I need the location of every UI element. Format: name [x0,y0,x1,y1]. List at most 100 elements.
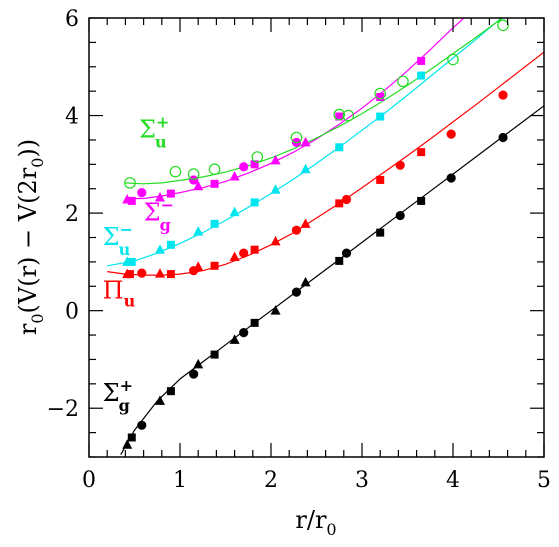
curve-label-0: Σ+ u [139,113,169,152]
data-point-series-4 [290,131,303,144]
data-point-series-1 [446,129,456,139]
data-point-series-0 [229,334,240,344]
curve-label-4: Σ+ g [103,376,133,415]
data-point-series-1 [376,175,385,184]
data-point-series-0 [446,173,456,183]
data-point-series-1 [498,90,508,100]
curve-label-3: Πu [103,276,136,310]
data-point-series-0 [335,256,344,265]
data-points [122,19,509,449]
data-point-series-4 [124,177,136,189]
x-tick-labels: 0 1 2 3 4 5 [82,468,551,493]
data-point-series-3 [166,189,175,198]
data-point-series-1 [125,270,134,279]
data-point-series-1 [291,225,302,235]
curve-label-1: Σ− g [144,195,174,234]
data-point-series-3 [137,188,147,198]
data-point-series-1 [210,261,219,270]
data-point-series-0 [300,276,311,287]
data-point-series-0 [210,350,219,359]
data-point-series-0 [291,287,302,297]
data-point-series-0 [376,228,385,237]
data-point-series-0 [270,305,281,315]
data-point-series-3 [210,179,219,188]
x-axis-label: r/r0 [295,506,336,539]
data-point-series-4 [251,151,264,163]
data-point-series-0 [127,433,136,442]
y-tick-label: 6 [65,7,79,32]
x-tick-label: 2 [264,468,278,493]
data-point-series-2 [193,226,204,236]
data-point-series-2 [210,219,219,228]
x-tick-label: 4 [446,468,460,493]
axis-ticks [88,17,545,458]
data-point-series-1 [395,160,405,170]
data-point-series-1 [341,194,352,205]
data-point-series-3 [376,93,385,102]
data-point-series-1 [300,218,311,228]
data-point-series-1 [239,248,249,258]
data-point-series-2 [270,184,281,194]
data-point-series-2 [417,71,426,80]
curve-labels: Σ+ u Σ− g Σ− u Πu Σ+ g [103,113,174,415]
x-tick-label: 1 [173,468,187,493]
data-point-series-3 [154,192,165,202]
data-point-series-1 [137,268,147,278]
data-point-series-0 [166,387,175,396]
data-point-series-4 [333,108,346,121]
data-point-series-2 [229,206,240,217]
fit-curve-0 [120,105,544,455]
data-point-series-2 [300,163,311,174]
data-point-series-0 [417,196,426,205]
x-tick-label: 0 [82,468,96,493]
data-point-series-1 [166,270,175,279]
data-point-series-1 [193,261,204,271]
data-point-series-4 [187,168,200,180]
data-point-series-0 [341,248,352,258]
data-point-series-4 [342,109,355,122]
fit-curve-4 [125,18,504,185]
data-point-series-0 [154,395,165,405]
y-tick-label: 0 [65,300,79,325]
data-point-series-2 [250,198,259,207]
data-point-series-4 [397,75,409,88]
data-point-series-3 [300,136,311,147]
data-point-series-3 [239,162,249,172]
y-tick-labels: −2 0 2 4 6 [47,7,79,422]
data-point-series-1 [417,148,426,157]
data-point-series-0 [122,439,133,449]
y-tick-label: 4 [65,105,79,130]
data-point-series-4 [208,163,221,176]
data-point-series-0 [239,328,249,338]
data-point-series-2 [154,244,165,254]
data-point-series-1 [335,199,344,208]
data-point-series-0 [250,318,259,327]
data-point-series-2 [335,143,344,152]
data-point-series-0 [189,369,199,379]
x-tick-label: 3 [355,468,369,493]
data-point-series-3 [250,160,259,169]
data-point-series-2 [376,112,385,121]
data-point-series-3 [229,171,240,181]
data-point-series-3 [417,56,426,65]
data-point-series-1 [229,251,240,262]
data-point-series-4 [374,87,386,100]
data-point-series-4 [447,53,459,66]
data-point-series-0 [395,210,405,221]
data-point-series-0 [137,420,147,430]
y-tick-label: −2 [47,397,79,422]
y-axis-label: r0(V(r) − V(2r0)) [14,139,47,335]
data-point-series-3 [335,112,344,121]
data-point-series-0 [498,132,508,143]
data-point-series-4 [497,19,509,32]
data-point-series-3 [270,154,281,165]
data-point-series-4 [169,165,182,178]
fit-curve-2 [107,18,503,267]
plot-frame [88,17,545,458]
data-point-series-2 [166,240,175,249]
y-tick-label: 2 [65,202,79,227]
data-point-series-1 [270,235,281,246]
data-point-series-0 [193,358,204,369]
data-point-series-2 [127,257,136,266]
